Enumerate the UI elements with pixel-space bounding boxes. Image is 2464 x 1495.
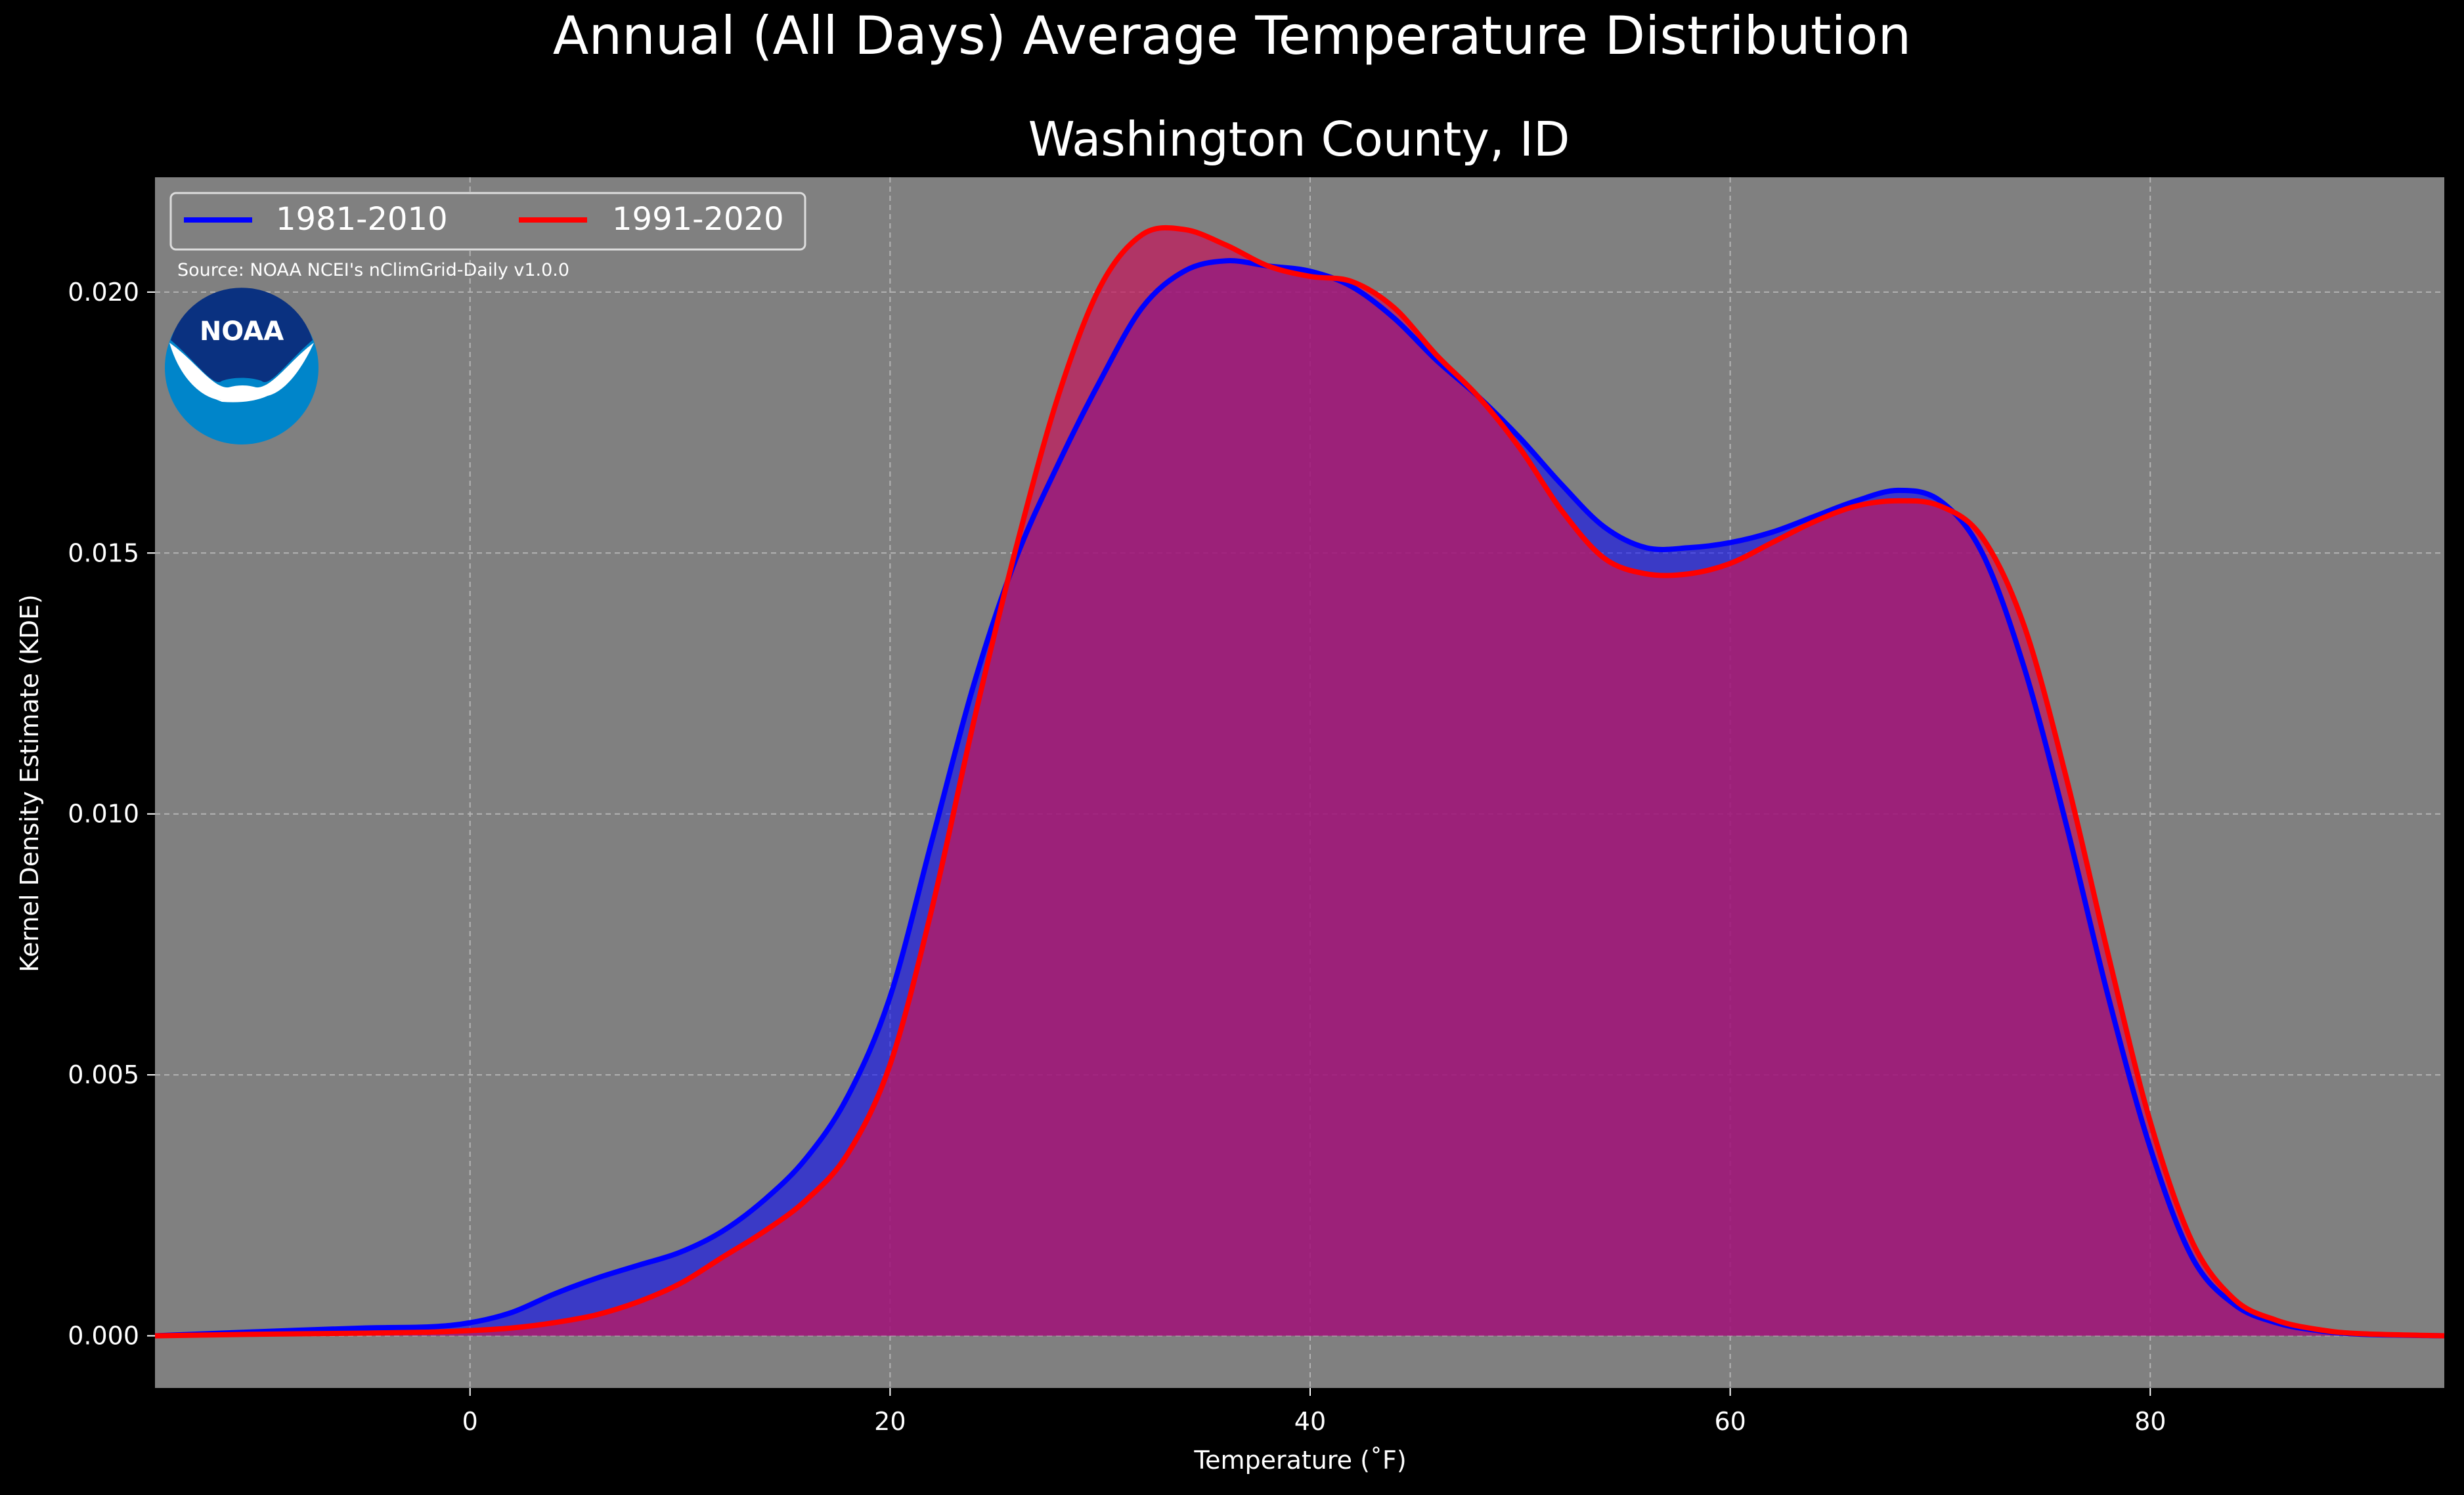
x-axis-ticks: 0 20 40 60 80 bbox=[462, 1388, 2166, 1436]
series-lines bbox=[154, 225, 2445, 1339]
x-tick-label: 60 bbox=[1714, 1407, 1746, 1436]
noaa-logo-text: NOAA bbox=[200, 316, 284, 347]
legend-frame bbox=[169, 192, 806, 251]
y-tick-label: 0.020 bbox=[68, 278, 139, 307]
series-line-1981-2010 bbox=[154, 258, 2445, 1339]
legend-label-1981-2010: 1981-2010 bbox=[276, 201, 448, 238]
noaa-logo-dark-top bbox=[171, 288, 313, 383]
y-tick-label: 0.015 bbox=[68, 538, 139, 567]
chart-suptitle: Annual (All Days) Average Temperature Di… bbox=[553, 5, 1911, 66]
x-tick-label: 0 bbox=[462, 1407, 478, 1436]
x-tick-label: 40 bbox=[1294, 1407, 1326, 1436]
chart-title: Washington County, ID bbox=[1028, 112, 1570, 167]
y-tick-label: 0.010 bbox=[68, 800, 139, 829]
source-annotation: Source: NOAA NCEI's nClimGrid-Daily v1.0… bbox=[177, 260, 569, 280]
noaa-logo: NOAA bbox=[165, 288, 319, 444]
legend: 1981-2010 1991-2020 bbox=[169, 192, 806, 251]
legend-label-1991-2020: 1991-2020 bbox=[612, 201, 784, 238]
x-tick-label: 80 bbox=[2134, 1407, 2166, 1436]
y-tick-label: 0.005 bbox=[68, 1060, 139, 1089]
y-tick-label: 0.000 bbox=[68, 1322, 139, 1351]
series-line-1991-2020 bbox=[154, 225, 2445, 1339]
noaa-logo-seagull bbox=[169, 343, 314, 402]
x-axis-label: Temperature (˚F) bbox=[1193, 1446, 1406, 1475]
y-axis-label: Kernel Density Estimate (KDE) bbox=[15, 594, 44, 972]
y-axis-ticks: 0.000 0.005 0.010 0.015 0.020 bbox=[68, 278, 155, 1351]
x-tick-label: 20 bbox=[874, 1407, 906, 1436]
